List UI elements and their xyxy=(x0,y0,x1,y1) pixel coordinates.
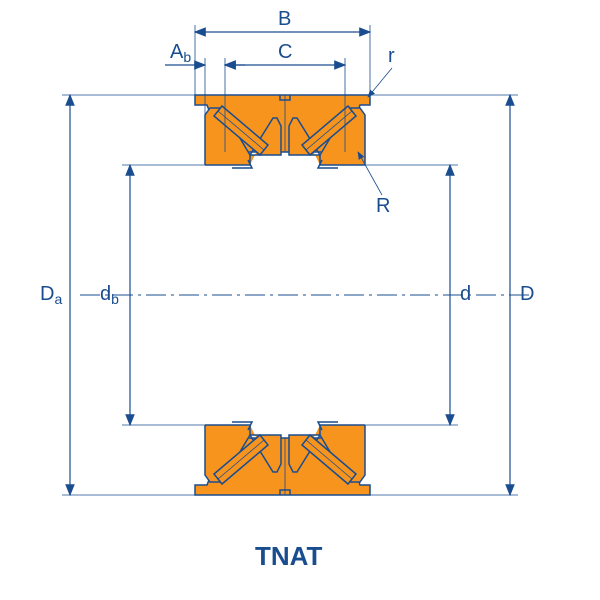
bearing-diagram: B C Ab r R Da db xyxy=(0,0,600,600)
svg-text:Da: Da xyxy=(40,283,62,307)
label-B: B xyxy=(278,8,291,30)
label-C: C xyxy=(278,41,292,63)
label-D: D xyxy=(520,283,534,305)
label-Ab: A xyxy=(170,41,184,63)
label-d: d xyxy=(460,283,471,305)
diagram-title: TNAT xyxy=(255,541,323,571)
label-Da: D xyxy=(40,283,54,305)
dimension-r: r xyxy=(368,45,395,97)
label-R: R xyxy=(376,195,390,217)
label-Da-sub: a xyxy=(54,291,62,307)
svg-text:Ab: Ab xyxy=(170,41,191,65)
label-db-sub: b xyxy=(111,291,119,307)
bearing-bottom xyxy=(195,422,370,495)
svg-text:db: db xyxy=(100,283,119,307)
label-db: d xyxy=(100,283,111,305)
bearing-top xyxy=(195,95,370,168)
label-Ab-sub: b xyxy=(183,49,191,65)
label-r: r xyxy=(388,45,395,67)
